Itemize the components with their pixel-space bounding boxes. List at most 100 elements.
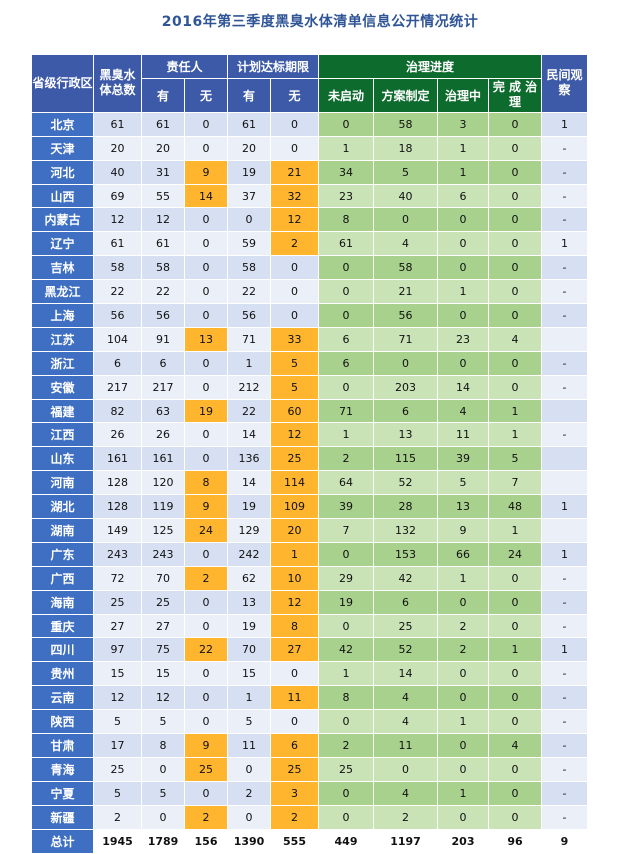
resp-has-cell: 0 xyxy=(141,804,185,830)
table-row: 内蒙古 12 12 0 0 12 8 0 0 0- xyxy=(31,207,588,233)
civil-cell: - xyxy=(541,350,588,376)
deadline-none-cell: 25 xyxy=(270,446,319,472)
not-started-cell: 1 xyxy=(318,422,374,448)
deadline-none-cell: 5 xyxy=(270,350,319,376)
table-row: 河北 40 31 9 19 21 34 5 1 0- xyxy=(31,159,588,185)
deadline-none-cell: 0 xyxy=(270,279,319,305)
civil-cell: - xyxy=(541,685,588,711)
resp-none-cell: 9 xyxy=(184,733,228,758)
plan-made-cell: 2 xyxy=(373,804,438,830)
resp-none-cell: 0 xyxy=(184,279,228,305)
total-cell: 61 xyxy=(93,231,142,257)
in-progress-cell: 203 xyxy=(437,828,489,854)
deadline-has-cell: 19 xyxy=(227,494,271,520)
province-cell: 湖南 xyxy=(31,518,94,543)
province-cell: 内蒙古 xyxy=(31,207,94,233)
plan-made-cell: 13 xyxy=(373,422,438,448)
province-cell: 总计 xyxy=(31,828,94,854)
civil-cell: - xyxy=(541,733,588,758)
total-cell: 20 xyxy=(93,135,142,161)
table-row: 河南 128 120 8 14 114 64 52 5 7 xyxy=(31,470,588,496)
province-cell: 四川 xyxy=(31,637,94,663)
civil-cell: - xyxy=(541,207,588,233)
resp-has-cell: 0 xyxy=(141,756,185,782)
resp-none-cell: 25 xyxy=(184,756,228,782)
not-started-cell: 0 xyxy=(318,804,374,830)
deadline-none-cell: 0 xyxy=(270,135,319,161)
province-cell: 上海 xyxy=(31,303,94,328)
header-in-progress: 治理中 xyxy=(437,77,489,113)
in-progress-cell: 2 xyxy=(437,637,489,663)
deadline-has-cell: 37 xyxy=(227,183,271,209)
province-cell: 北京 xyxy=(31,111,94,137)
province-cell: 山西 xyxy=(31,183,94,209)
total-cell: 1945 xyxy=(93,828,142,854)
in-progress-cell: 0 xyxy=(437,661,489,687)
deadline-none-cell: 5 xyxy=(270,374,319,400)
province-cell: 江西 xyxy=(31,422,94,448)
header-dl-has: 有 xyxy=(227,77,271,113)
in-progress-cell: 5 xyxy=(437,470,489,496)
deadline-none-cell: 12 xyxy=(270,589,319,615)
total-cell: 243 xyxy=(93,541,142,567)
table-row: 总计 1945 1789 156 1390 555 449 1197 203 96 9 xyxy=(31,828,588,854)
plan-made-cell: 18 xyxy=(373,135,438,161)
plan-made-cell: 42 xyxy=(373,565,438,591)
resp-has-cell: 61 xyxy=(141,231,185,257)
province-cell: 安徽 xyxy=(31,374,94,400)
province-cell: 辽宁 xyxy=(31,231,94,257)
plan-made-cell: 25 xyxy=(373,613,438,639)
header-deadline: 计划达标期限 xyxy=(227,54,319,79)
resp-has-cell: 26 xyxy=(141,422,185,448)
in-progress-cell: 1 xyxy=(437,565,489,591)
in-progress-cell: 9 xyxy=(437,518,489,543)
deadline-has-cell: 62 xyxy=(227,565,271,591)
in-progress-cell: 1 xyxy=(437,159,489,185)
plan-made-cell: 4 xyxy=(373,709,438,735)
deadline-none-cell: 32 xyxy=(270,183,319,209)
table-row: 宁夏 5 5 0 2 3 0 4 1 0- xyxy=(31,780,588,806)
table-row: 山西 69 55 14 37 32 23 40 6 0- xyxy=(31,183,588,209)
not-started-cell: 2 xyxy=(318,446,374,472)
not-started-cell: 1 xyxy=(318,135,374,161)
civil-cell: - xyxy=(541,422,588,448)
plan-made-cell: 14 xyxy=(373,661,438,687)
completed-cell: 0 xyxy=(488,303,542,328)
completed-cell: 0 xyxy=(488,685,542,711)
resp-none-cell: 0 xyxy=(184,231,228,257)
resp-none-cell: 0 xyxy=(184,541,228,567)
completed-cell: 5 xyxy=(488,446,542,472)
province-cell: 云南 xyxy=(31,685,94,711)
plan-made-cell: 21 xyxy=(373,279,438,305)
in-progress-cell: 1 xyxy=(437,279,489,305)
deadline-none-cell: 109 xyxy=(270,494,319,520)
plan-made-cell: 132 xyxy=(373,518,438,543)
civil-cell: - xyxy=(541,255,588,281)
civil-cell: - xyxy=(541,780,588,806)
completed-cell: 4 xyxy=(488,326,542,352)
not-started-cell: 39 xyxy=(318,494,374,520)
deadline-none-cell: 3 xyxy=(270,780,319,806)
completed-cell: 1 xyxy=(488,518,542,543)
resp-has-cell: 12 xyxy=(141,685,185,711)
in-progress-cell: 23 xyxy=(437,326,489,352)
resp-none-cell: 22 xyxy=(184,637,228,663)
table-body: 北京 61 61 0 61 0 0 58 3 0 1 天津 20 20 0 20 0 1 18 1 0- 河北 40 31 9 1… xyxy=(31,111,588,854)
deadline-has-cell: 0 xyxy=(227,756,271,782)
completed-cell: 4 xyxy=(488,733,542,758)
deadline-none-cell: 2 xyxy=(270,804,319,830)
resp-has-cell: 161 xyxy=(141,446,185,472)
not-started-cell: 449 xyxy=(318,828,374,854)
resp-has-cell: 1789 xyxy=(141,828,185,854)
not-started-cell: 64 xyxy=(318,470,374,496)
province-cell: 天津 xyxy=(31,135,94,161)
in-progress-cell: 11 xyxy=(437,422,489,448)
resp-has-cell: 8 xyxy=(141,733,185,758)
province-cell: 黑龙江 xyxy=(31,279,94,305)
province-cell: 重庆 xyxy=(31,613,94,639)
not-started-cell: 19 xyxy=(318,589,374,615)
civil-cell: - xyxy=(541,565,588,591)
total-cell: 17 xyxy=(93,733,142,758)
table-row: 上海 56 56 0 56 0 0 56 0 0- xyxy=(31,303,588,328)
completed-cell: 0 xyxy=(488,756,542,782)
